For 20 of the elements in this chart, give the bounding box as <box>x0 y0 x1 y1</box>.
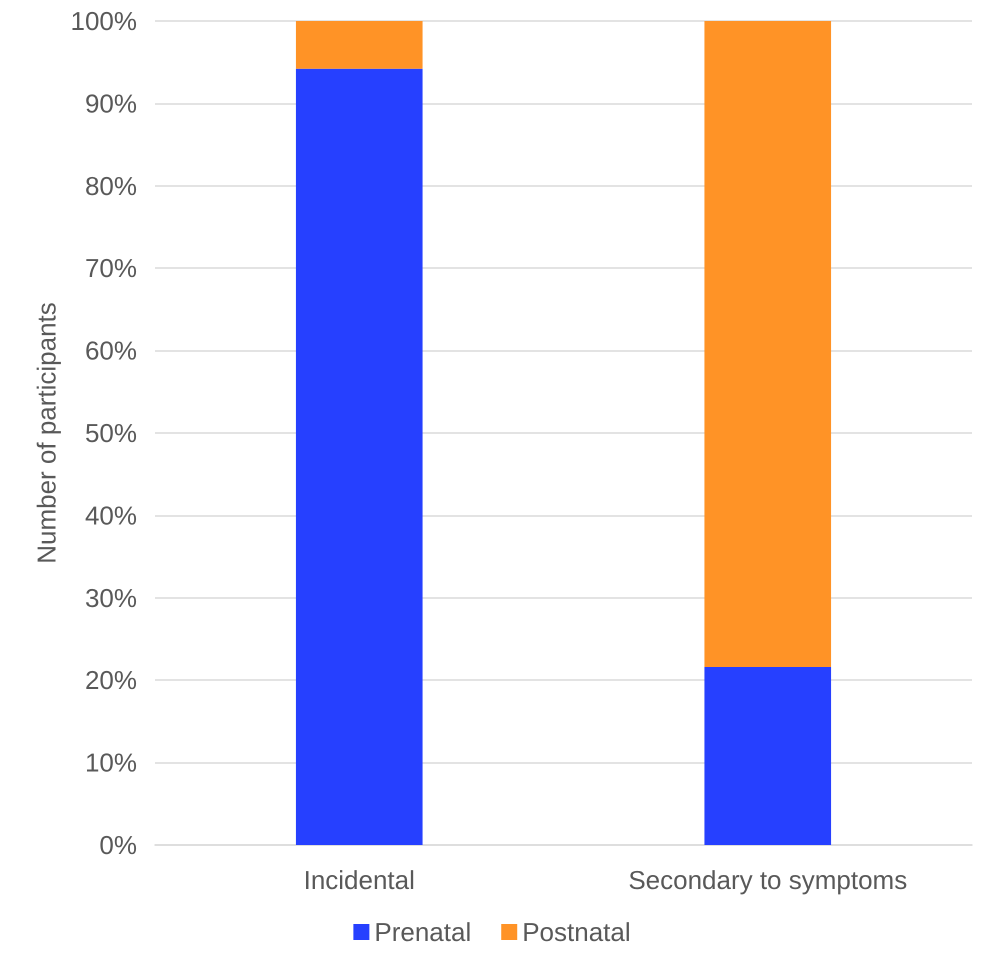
y-tick-label: 40% <box>84 500 137 530</box>
bar <box>704 21 832 668</box>
x-tick-label: Incidental <box>304 865 415 895</box>
y-tick-label: 80% <box>84 170 137 201</box>
y-tick-label: 100% <box>70 6 137 36</box>
y-tick-label: 30% <box>84 582 137 613</box>
y-axis-title: Number of participants <box>32 302 62 564</box>
y-tick-label: 20% <box>84 665 137 696</box>
y-tick-label: 60% <box>84 336 137 366</box>
legend-label: Postnatal <box>522 917 631 947</box>
x-tick-label: Secondary to symptoms <box>628 865 908 895</box>
y-tick-label: 70% <box>84 253 137 284</box>
bar <box>296 21 423 69</box>
y-tick-label: 90% <box>84 88 137 118</box>
legend-label: Prenatal <box>374 917 472 947</box>
y-tick-label: 0% <box>99 830 137 860</box>
y-tick-label: 50% <box>84 418 137 448</box>
y-tick-label: 10% <box>84 748 137 778</box>
bar <box>296 68 423 845</box>
bar <box>704 667 832 845</box>
